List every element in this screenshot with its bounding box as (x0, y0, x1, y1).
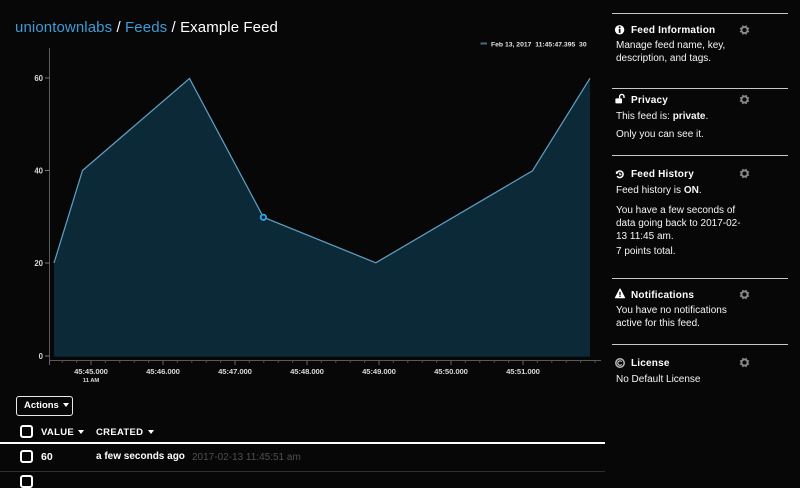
svg-text:0: 0 (39, 352, 44, 361)
svg-text:45:50.000: 45:50.000 (434, 367, 468, 376)
svg-text:45:49.000: 45:49.000 (362, 367, 396, 376)
svg-text:45:46.000: 45:46.000 (146, 367, 180, 376)
svg-text:45:48.000: 45:48.000 (290, 367, 324, 376)
svg-text:11 AM: 11 AM (83, 378, 99, 384)
svg-text:20: 20 (34, 259, 43, 268)
svg-text:Feb 13, 2017 11:45:47.395 30: Feb 13, 2017 11:45:47.395 30 (491, 42, 587, 49)
svg-text:60: 60 (34, 74, 43, 83)
svg-text:45:45.000: 45:45.000 (74, 367, 108, 376)
svg-text:45:47.000: 45:47.000 (218, 367, 252, 376)
svg-text:40: 40 (34, 167, 43, 176)
svg-text:45:51.000: 45:51.000 (506, 367, 540, 376)
